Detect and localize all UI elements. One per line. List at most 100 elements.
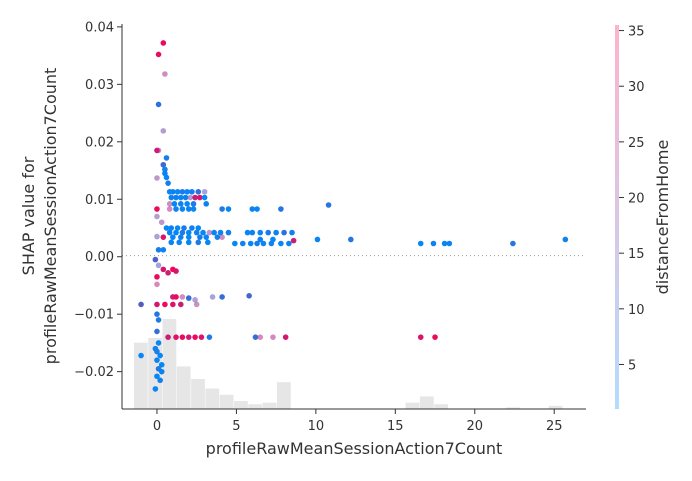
scatter-point-40 xyxy=(190,206,197,212)
scatter-point-113 xyxy=(173,268,179,274)
scatter-point-58 xyxy=(179,229,186,236)
histogram-bar-7 xyxy=(234,401,248,409)
scatter-point-38 xyxy=(179,206,186,212)
scatter-point-146 xyxy=(155,340,162,346)
x-tick-label-4: 20 xyxy=(466,419,483,434)
scatter-point-156 xyxy=(157,377,163,384)
histogram-bar-8 xyxy=(248,404,263,409)
scatter-point-93 xyxy=(232,240,238,247)
colorbar-tick-label-4: 25 xyxy=(628,136,645,151)
scatter-point-102 xyxy=(430,240,437,247)
histogram-bar-15 xyxy=(548,405,563,409)
scatter-point-106 xyxy=(155,247,162,253)
scatter-point-127 xyxy=(170,301,176,308)
scatter-point-44 xyxy=(254,206,260,212)
histogram-bar-9 xyxy=(262,402,277,409)
scatter-point-154 xyxy=(158,368,165,375)
scatter-point-86 xyxy=(348,236,354,243)
scatter-point-87 xyxy=(562,236,569,243)
scatter-point-16 xyxy=(174,188,181,195)
histogram-bar-13 xyxy=(434,404,449,409)
colorbar-tick-label-1: 10 xyxy=(628,303,645,318)
scatter-point-125 xyxy=(154,301,160,308)
scatter-point-18 xyxy=(184,188,190,195)
scatter-point-139 xyxy=(206,334,213,340)
scatter-point-122 xyxy=(219,294,225,300)
scatter-points xyxy=(138,40,569,392)
colorbar-tick-label-6: 35 xyxy=(628,25,645,40)
scatter-point-54 xyxy=(189,225,195,231)
scatter-point-143 xyxy=(282,334,289,340)
scatter-point-1 xyxy=(155,51,162,58)
scatter-point-96 xyxy=(254,240,260,247)
histogram-bar-14 xyxy=(505,407,520,409)
scatter-point-149 xyxy=(154,348,160,355)
scatter-point-63 xyxy=(211,229,217,236)
y-tick-label-0: −0.02 xyxy=(74,365,114,380)
scatter-point-57 xyxy=(173,229,179,236)
scatter-point-142 xyxy=(270,334,276,340)
scatter-point-109 xyxy=(155,262,162,269)
x-axis-label: profileRawMeanSessionAction7Count xyxy=(206,439,503,458)
scatter-point-12 xyxy=(154,175,160,181)
scatter-point-43 xyxy=(249,206,256,212)
scatter-point-105 xyxy=(510,240,516,247)
y-tick-label-4: 0.02 xyxy=(85,135,114,150)
colorbar xyxy=(615,25,619,409)
x-tick-label-5: 25 xyxy=(546,419,563,434)
scatter-point-33 xyxy=(184,201,190,207)
scatter-point-78 xyxy=(197,234,203,240)
scatter-point-82 xyxy=(257,236,264,243)
scatter-point-90 xyxy=(185,239,192,246)
scatter-point-75 xyxy=(170,234,176,240)
scatter-point-72 xyxy=(289,229,295,236)
scatter-point-35 xyxy=(203,201,210,207)
scatter-point-141 xyxy=(257,334,264,340)
scatter-point-134 xyxy=(173,334,179,340)
colorbar-tick-label-2: 15 xyxy=(628,247,645,262)
scatter-point-32 xyxy=(177,201,184,207)
scatter-point-128 xyxy=(177,301,184,308)
scatter-point-89 xyxy=(176,239,183,246)
scatter-point-74 xyxy=(160,234,167,240)
colorbar-tick-label-3: 20 xyxy=(628,192,645,207)
scatter-point-69 xyxy=(265,229,271,236)
colorbar-tick-label-0: 5 xyxy=(628,358,636,373)
histogram-bar-0 xyxy=(133,342,148,409)
scatter-point-108 xyxy=(152,256,159,263)
scatter-point-2 xyxy=(162,71,168,77)
scatter-point-55 xyxy=(195,225,202,231)
scatter-point-135 xyxy=(179,334,186,340)
y-tick-label-6: 0.04 xyxy=(85,20,114,35)
scatter-point-56 xyxy=(166,229,173,236)
scatter-point-61 xyxy=(200,229,206,236)
x-tick-label-1: 5 xyxy=(232,419,240,434)
scatter-point-70 xyxy=(273,229,279,236)
y-tick-label-2: 0.00 xyxy=(85,250,114,265)
scatter-point-85 xyxy=(314,236,321,243)
scatter-point-80 xyxy=(214,234,221,240)
scatter-point-4 xyxy=(160,128,167,134)
scatter-point-20 xyxy=(195,188,202,195)
scatter-point-91 xyxy=(195,239,202,246)
scatter-point-107 xyxy=(160,247,167,253)
scatter-point-3 xyxy=(155,101,162,108)
scatter-point-144 xyxy=(417,334,424,340)
scatter-point-41 xyxy=(219,206,225,212)
scatter-point-25 xyxy=(182,194,189,201)
scatter-point-150 xyxy=(157,352,163,359)
scatter-point-88 xyxy=(168,239,175,246)
scatter-point-62 xyxy=(206,229,213,236)
scatter-point-65 xyxy=(225,229,232,236)
scatter-point-60 xyxy=(193,229,200,236)
histogram-bar-3 xyxy=(176,366,191,409)
scatter-point-94 xyxy=(239,240,246,247)
scatter-point-6 xyxy=(155,147,162,154)
scatter-point-24 xyxy=(177,194,184,201)
scatter-point-95 xyxy=(247,240,254,247)
y-tick-label-1: −0.01 xyxy=(74,308,114,323)
scatter-point-120 xyxy=(192,297,198,303)
scatter-point-39 xyxy=(185,206,192,212)
y-axis-label-line2: profileRawMeanSessionAction7Count xyxy=(41,68,60,365)
